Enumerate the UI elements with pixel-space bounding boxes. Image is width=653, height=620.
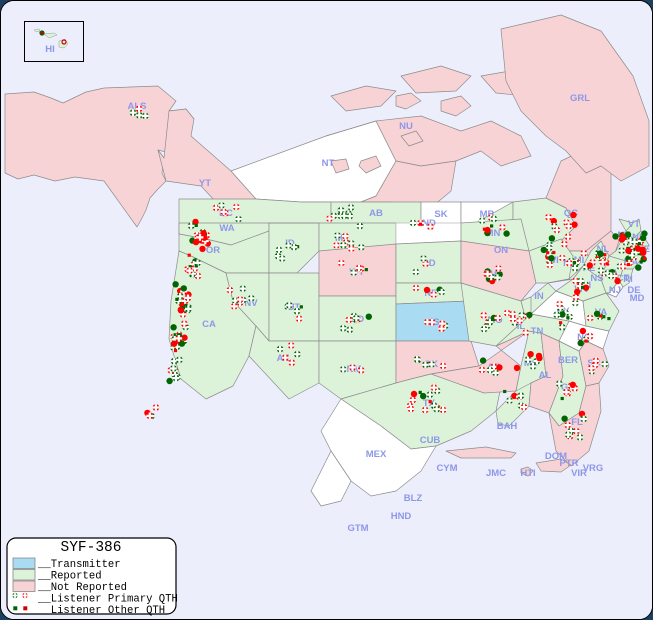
svg-text:__Listener Primary QTH: __Listener Primary QTH — [37, 594, 178, 606]
svg-text:HND: HND — [391, 511, 412, 522]
svg-text:AB: AB — [369, 208, 383, 219]
svg-text:CA: CA — [202, 319, 216, 330]
svg-text:JMC: JMC — [486, 468, 506, 479]
svg-text:__Not Reported: __Not Reported — [37, 582, 127, 594]
svg-text:GTM: GTM — [347, 523, 368, 534]
svg-text:ON: ON — [494, 245, 508, 256]
svg-text:SK: SK — [434, 209, 447, 220]
svg-text:NJ: NJ — [609, 285, 621, 296]
svg-text:WA: WA — [219, 223, 234, 234]
svg-text:BLZ: BLZ — [404, 493, 423, 504]
svg-text:NU: NU — [399, 121, 413, 132]
svg-text:GRL: GRL — [570, 93, 590, 104]
svg-text:HTI: HTI — [520, 468, 535, 479]
svg-text:BAH: BAH — [497, 421, 518, 432]
svg-text:__Listener Other QTH: __Listener Other QTH — [37, 605, 165, 617]
svg-text:AL: AL — [539, 370, 552, 381]
svg-text:CUB: CUB — [420, 435, 441, 446]
svg-text:IN: IN — [534, 291, 544, 302]
svg-text:BER: BER — [558, 355, 578, 366]
svg-text:SYF-386: SYF-386 — [61, 540, 122, 556]
svg-text:NT: NT — [322, 158, 335, 169]
svg-text:HI: HI — [45, 44, 55, 55]
svg-text:MEX: MEX — [366, 449, 387, 460]
svg-text:__Reported: __Reported — [37, 571, 102, 583]
svg-text:CYM: CYM — [436, 463, 457, 474]
svg-text:VIR: VIR — [571, 468, 587, 479]
svg-text:TN: TN — [531, 326, 544, 337]
svg-text:YT: YT — [199, 178, 211, 189]
svg-text:MD: MD — [630, 293, 645, 304]
svg-text:VT: VT — [628, 219, 640, 230]
svg-text:RI: RI — [623, 274, 633, 285]
svg-text:__Transmitter: __Transmitter — [37, 559, 121, 571]
